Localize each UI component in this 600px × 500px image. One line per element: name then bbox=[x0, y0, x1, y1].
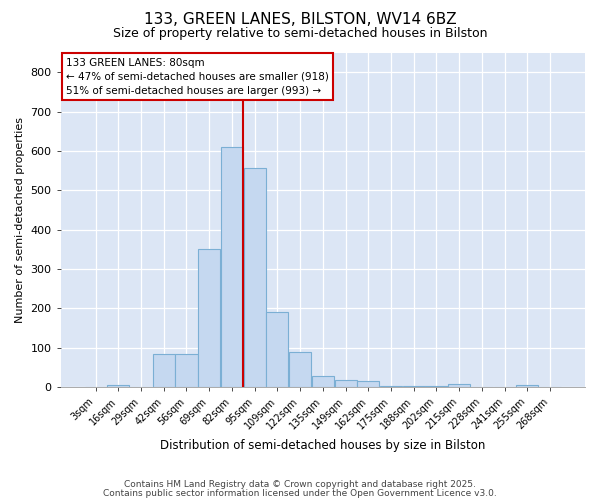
Bar bbox=[448, 384, 470, 387]
Bar bbox=[175, 354, 197, 387]
Bar bbox=[403, 386, 425, 387]
Text: Size of property relative to semi-detached houses in Bilston: Size of property relative to semi-detach… bbox=[113, 28, 487, 40]
Bar bbox=[289, 352, 311, 387]
Text: 133, GREEN LANES, BILSTON, WV14 6BZ: 133, GREEN LANES, BILSTON, WV14 6BZ bbox=[143, 12, 457, 28]
Bar bbox=[335, 380, 356, 387]
Bar bbox=[244, 168, 266, 387]
Text: 133 GREEN LANES: 80sqm
← 47% of semi-detached houses are smaller (918)
51% of se: 133 GREEN LANES: 80sqm ← 47% of semi-det… bbox=[66, 58, 329, 96]
Bar bbox=[153, 354, 175, 387]
Bar bbox=[221, 147, 243, 387]
Bar bbox=[312, 376, 334, 387]
Bar bbox=[198, 248, 220, 387]
Y-axis label: Number of semi-detached properties: Number of semi-detached properties bbox=[15, 117, 25, 323]
Text: Contains public sector information licensed under the Open Government Licence v3: Contains public sector information licen… bbox=[103, 489, 497, 498]
Bar bbox=[357, 381, 379, 387]
Bar bbox=[425, 386, 448, 387]
Bar bbox=[380, 386, 402, 387]
Bar bbox=[517, 385, 538, 387]
Bar bbox=[266, 312, 289, 387]
X-axis label: Distribution of semi-detached houses by size in Bilston: Distribution of semi-detached houses by … bbox=[160, 440, 485, 452]
Text: Contains HM Land Registry data © Crown copyright and database right 2025.: Contains HM Land Registry data © Crown c… bbox=[124, 480, 476, 489]
Bar bbox=[107, 385, 130, 387]
